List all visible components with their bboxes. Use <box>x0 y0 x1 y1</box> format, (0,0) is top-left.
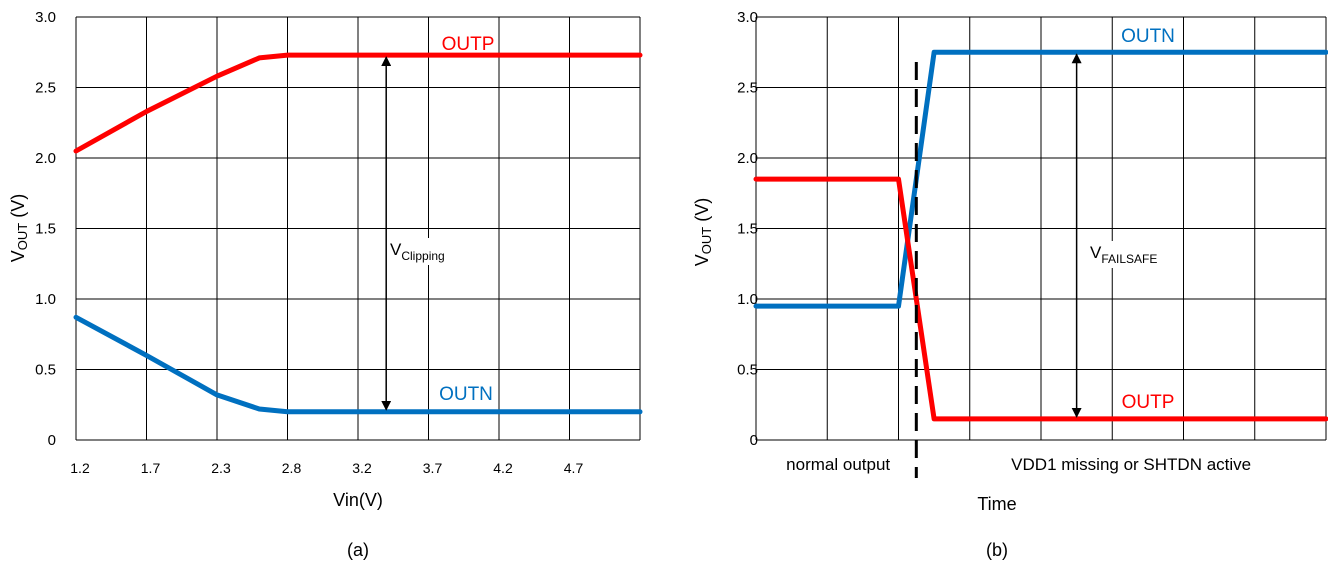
x-tick-label: 2.8 <box>282 460 302 476</box>
series-line-outn <box>73 314 643 415</box>
y-tick-label: 2.0 <box>737 150 758 167</box>
y-tick-label: 2.0 <box>35 150 56 167</box>
y-tick-label: 3.0 <box>35 9 56 26</box>
x-axis-label: Vin(V) <box>333 490 383 510</box>
y-tick-label: 1.0 <box>35 291 56 308</box>
y-tick-label: 2.5 <box>737 80 758 97</box>
series-label-outp: OUTP <box>442 34 495 55</box>
y-tick-label: 0 <box>48 432 56 449</box>
x-tick-label: 3.2 <box>352 460 372 476</box>
series-label-outp: OUTP <box>1122 392 1175 413</box>
y-tick-label: 0.5 <box>737 362 758 379</box>
chart-panel-b: 0 0.5 1.0 1.5 2.0 2.5 3.0 OUTN OUTP VFAILSAFE Time… <box>692 9 1328 560</box>
series-line-outp <box>753 176 1328 422</box>
series-label-outn: OUTN <box>1121 26 1175 47</box>
y-axis-label: VOUT (V) <box>692 198 714 266</box>
y-tick-label: 0.5 <box>35 362 56 379</box>
y-tick-label: 2.5 <box>35 80 56 97</box>
chart-panel-a: 0 0.5 1.0 1.5 2.0 2.5 3.0 1.2 1.7 2.3 2.8 3.2 3.7 4.2… <box>8 9 643 560</box>
panel-label: (a) <box>347 540 369 560</box>
y-tick-label: 1.0 <box>737 291 758 308</box>
annotation-label-background <box>387 238 448 265</box>
x-tick-label: 4.2 <box>493 460 513 476</box>
x-tick-label: 1.7 <box>141 460 161 476</box>
annotation-label: VFAILSAFE <box>1090 243 1157 266</box>
region-label-left: normal output <box>786 455 890 474</box>
x-tick-label: 2.3 <box>211 460 231 476</box>
y-tick-label: 1.5 <box>35 221 56 238</box>
series-label-outn: OUTN <box>439 384 493 405</box>
y-tick-label: 0 <box>750 432 758 449</box>
y-axis-label: VOUT (V) <box>8 194 30 262</box>
y-tick-label: 3.0 <box>737 9 758 26</box>
annotation-label: VClipping <box>390 240 445 263</box>
series-line-outp <box>73 52 643 154</box>
y-tick-label: 1.5 <box>737 221 758 238</box>
region-label-right: VDD1 missing or SHTDN active <box>1011 455 1251 474</box>
x-tick-label: 3.7 <box>423 460 443 476</box>
annotation-label-background <box>1087 241 1161 268</box>
x-axis-label: Time <box>977 494 1016 514</box>
x-tick-label: 4.7 <box>564 460 584 476</box>
panel-label: (b) <box>986 540 1008 560</box>
x-tick-label: 1.2 <box>70 460 90 476</box>
